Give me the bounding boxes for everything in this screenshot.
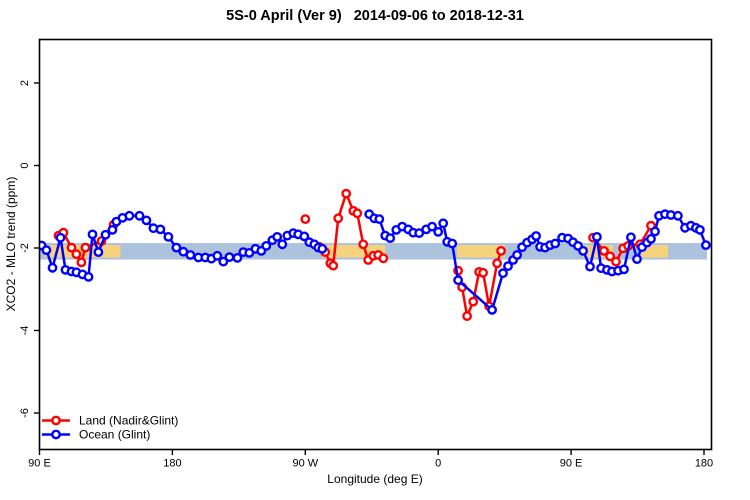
data-point (531, 231, 541, 241)
data-point (76, 257, 87, 268)
data-point (468, 296, 479, 307)
data-point (224, 252, 235, 263)
data-point (550, 238, 561, 249)
data-point (80, 242, 91, 253)
data-point (66, 242, 77, 253)
data-point (300, 214, 311, 225)
series-land (53, 188, 656, 321)
data-point (512, 250, 522, 260)
data-point (87, 229, 98, 240)
data-point (650, 226, 660, 237)
data-point (341, 188, 352, 199)
data-point (71, 249, 82, 260)
data-point (478, 267, 488, 278)
legend: Land (Nadir&Glint)Ocean (Glint) (42, 414, 178, 442)
data-point (163, 231, 174, 242)
x-tick-label: 180 (695, 458, 713, 470)
data-point (83, 271, 94, 282)
land-uncertainty-band (457, 245, 506, 258)
data-point (438, 218, 449, 229)
data-point (141, 215, 152, 226)
x-tick-label: 180 (163, 458, 181, 470)
data-point (47, 262, 58, 273)
data-point (632, 254, 642, 265)
data-point (619, 264, 629, 275)
data-point (462, 311, 472, 321)
y-tick-label: -2 (19, 243, 31, 253)
data-point (358, 239, 369, 250)
data-point (414, 228, 425, 239)
y-tick-label: -6 (19, 408, 31, 418)
chart-title: 5S-0 April (Ver 9) 2014-09-06 to 2018-12… (226, 8, 524, 24)
data-point (378, 253, 389, 264)
data-point (134, 210, 145, 221)
data-point (611, 256, 621, 267)
legend-label: Ocean (Glint) (79, 428, 150, 442)
data-point (453, 275, 463, 286)
data-point (487, 304, 497, 315)
data-point (333, 213, 344, 224)
data-point (496, 245, 506, 256)
data-point (701, 240, 711, 251)
data-point (585, 261, 595, 272)
x-tick-label: 90 E (28, 458, 51, 470)
data-point (261, 240, 272, 251)
data-point (646, 233, 656, 244)
land-uncertainty-band (640, 245, 668, 258)
data-point (352, 208, 363, 219)
y-tick-label: 2 (19, 80, 31, 86)
data-point (599, 245, 609, 256)
data-point (427, 221, 437, 232)
data-point (498, 268, 508, 279)
data-point (433, 226, 444, 237)
data-point (93, 247, 104, 258)
plot-area (39, 188, 711, 321)
data-point (185, 250, 196, 260)
legend-label: Land (Nadir&Glint) (79, 414, 178, 428)
data-point (492, 258, 502, 269)
series-ocean (39, 209, 711, 315)
data-point (673, 210, 683, 221)
data-point (155, 224, 166, 235)
data-point (107, 224, 118, 235)
data-point (55, 232, 66, 243)
data-point (695, 224, 705, 235)
y-tick-label: 0 (19, 162, 31, 168)
data-point (218, 256, 229, 267)
data-point (605, 251, 615, 262)
plot-border (38, 38, 713, 451)
data-point (592, 231, 602, 242)
x-tick-label: 90 W (292, 458, 318, 470)
data-point (503, 261, 513, 271)
data-point (232, 252, 243, 263)
data-point (328, 260, 339, 271)
data-point (374, 214, 385, 225)
data-point (100, 229, 111, 240)
data-point (317, 243, 328, 254)
legend-marker (51, 429, 61, 440)
x-axis-label: Longitude (deg E) (327, 472, 423, 486)
x-tick-label: 90 E (560, 458, 583, 470)
y-tick-label: -4 (19, 326, 31, 336)
data-point (212, 250, 223, 261)
data-point (447, 238, 458, 249)
data-point (171, 242, 182, 253)
data-point (124, 210, 135, 221)
data-point (299, 231, 310, 242)
data-point (385, 233, 396, 244)
legend-marker (51, 415, 61, 426)
data-point (626, 232, 636, 243)
data-point (41, 245, 52, 256)
data-point (578, 245, 588, 256)
x-tick-label: 0 (435, 458, 441, 470)
data-point (272, 231, 283, 242)
data-point (277, 239, 288, 250)
